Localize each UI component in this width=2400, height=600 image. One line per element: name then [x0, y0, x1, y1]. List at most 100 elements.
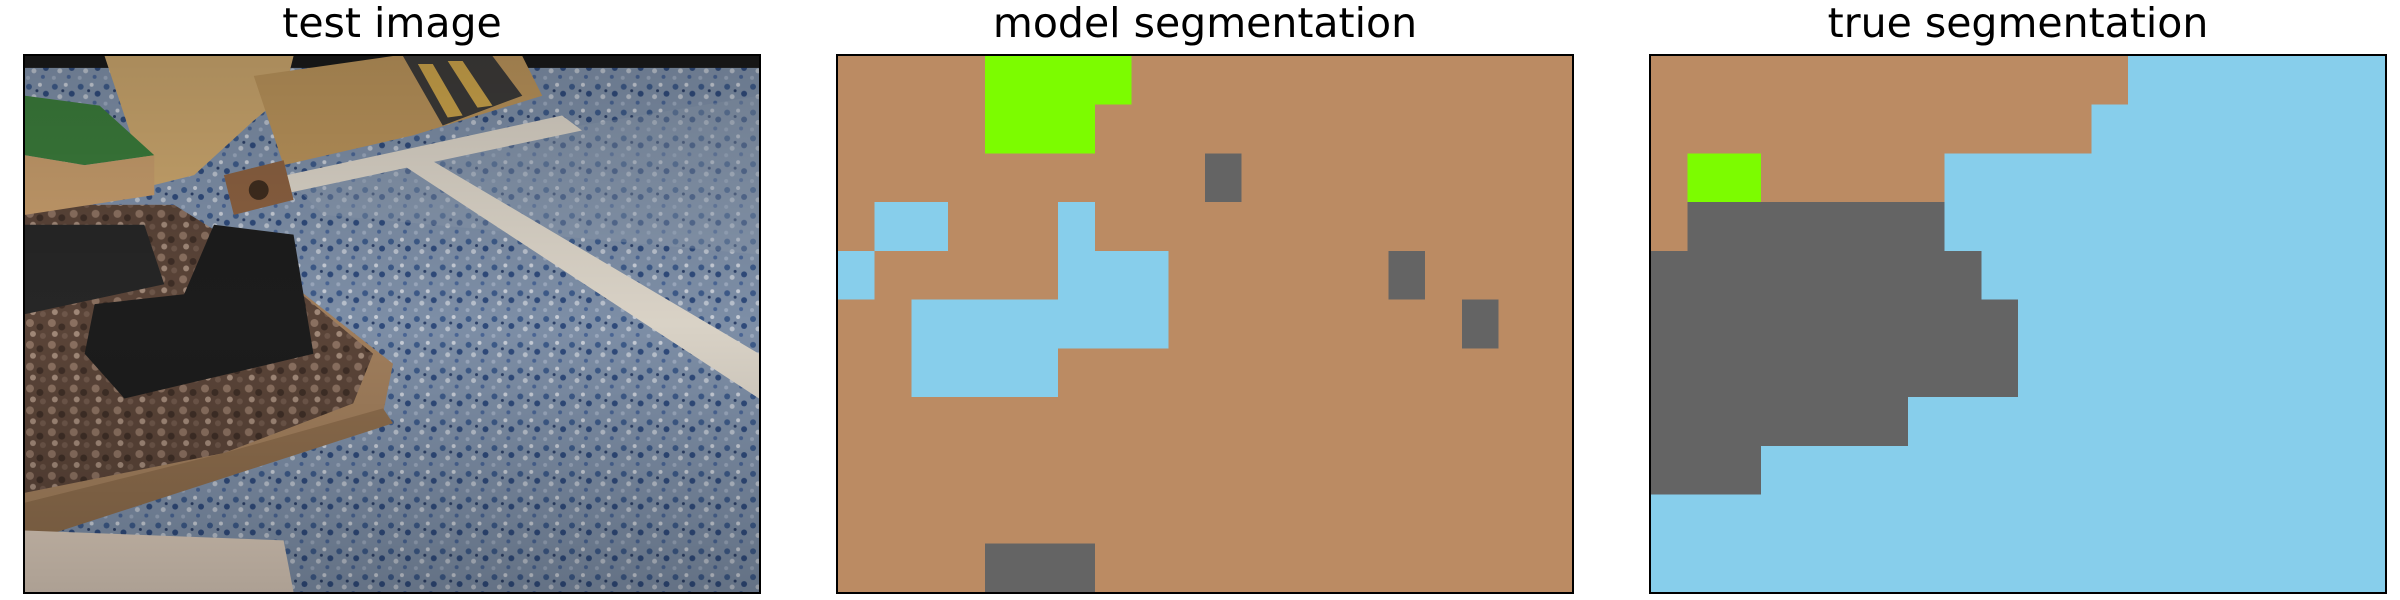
model-seg-cell — [1425, 104, 1463, 155]
model-seg-cell — [1351, 153, 1390, 204]
true-seg-cell — [2348, 348, 2385, 399]
model-seg-cell — [1425, 543, 1463, 592]
true-seg-cell — [2164, 494, 2203, 545]
model-seg-cell — [911, 494, 949, 545]
true-seg-cell — [2128, 543, 2166, 592]
model-seg-cell — [838, 397, 876, 447]
true-seg-cell — [2091, 445, 2129, 496]
true-seg-cell — [2274, 543, 2313, 592]
model-seg-cell — [1278, 250, 1316, 301]
model-seg-cell — [911, 202, 949, 252]
true-seg-cell — [1761, 56, 1799, 106]
true-seg-cell — [1761, 153, 1799, 204]
true-seg-cell — [1724, 397, 1762, 447]
model-seg-cell — [1094, 397, 1133, 447]
model-seg-cell — [1241, 348, 1280, 399]
model-seg-cell — [948, 543, 986, 592]
true-seg-cell — [2054, 202, 2093, 252]
model-seg-cell — [1278, 445, 1316, 496]
true-seg-cell — [2018, 494, 2056, 545]
true-seg-cell — [2164, 543, 2203, 592]
true-seg-cell — [1981, 153, 2019, 204]
true-seg-cell — [2128, 104, 2166, 155]
model-seg-cell — [1461, 299, 1500, 350]
true-seg-cell — [1871, 56, 1909, 106]
true-seg-cell — [1761, 543, 1799, 592]
model-seg-cell — [1205, 202, 1243, 252]
true-seg-cell — [1907, 104, 1946, 155]
true-seg-cell — [2018, 543, 2056, 592]
model-seg-cell — [948, 250, 986, 301]
true-seg-cell — [1797, 104, 1836, 155]
true-seg-cell — [1687, 56, 1726, 106]
true-seg-cell — [2274, 202, 2313, 252]
true-seg-cell — [1797, 153, 1836, 204]
model-seg-cell — [1498, 494, 1537, 545]
true-seg-cell — [1981, 202, 2019, 252]
true-seg-cell — [2238, 299, 2276, 350]
true-seg-cell — [2054, 397, 2093, 447]
model-seg-cell — [1131, 202, 1170, 252]
model-seg-cell — [838, 543, 876, 592]
model-seg-cell — [1425, 56, 1463, 106]
true-seg-cell — [1871, 543, 1909, 592]
true-seg-cell — [1981, 299, 2019, 350]
true-seg-cell — [1797, 445, 1836, 496]
true-seg-cell — [1834, 104, 1872, 155]
model-seg-cell — [838, 153, 876, 204]
true-seg-cell — [1724, 104, 1762, 155]
true-seg-cell — [1687, 348, 1726, 399]
model-seg-cell — [1168, 397, 1206, 447]
model-seg-cell — [874, 153, 913, 204]
true-seg-cell — [2348, 104, 2385, 155]
model-seg-cell — [984, 397, 1023, 447]
model-seg-cell — [1388, 494, 1426, 545]
true-seg-cell — [1834, 397, 1872, 447]
true-seg-cell — [2201, 348, 2239, 399]
model-seg-cell — [1425, 250, 1463, 301]
true-seg-cell — [2018, 153, 2056, 204]
true-seg-cell — [2164, 299, 2203, 350]
true-seg-cell — [1981, 56, 2019, 106]
true-seg-cell — [2311, 250, 2350, 301]
model-seg-cell — [1094, 299, 1133, 350]
model-seg-cell — [948, 153, 986, 204]
model-seg-cell — [911, 445, 949, 496]
true-seg-cell — [2018, 250, 2056, 301]
model-seg-cell — [1388, 202, 1426, 252]
true-seg-cell — [2091, 543, 2129, 592]
model-seg-cell — [1351, 543, 1390, 592]
model-seg-cell — [1021, 104, 1059, 155]
true-seg-cell — [1651, 202, 1689, 252]
true-seg-cell — [1724, 299, 1762, 350]
model-seg-cell — [1241, 397, 1280, 447]
model-segmentation-map — [836, 54, 1574, 594]
true-seg-cell — [1907, 299, 1946, 350]
true-seg-cell — [2201, 56, 2239, 106]
model-seg-cell — [1021, 299, 1059, 350]
model-seg-cell — [838, 348, 876, 399]
true-seg-cell — [2091, 56, 2129, 106]
true-seg-cell — [1871, 202, 1909, 252]
model-seg-cell — [1351, 299, 1390, 350]
true-seg-cell — [1724, 445, 1762, 496]
model-seg-cell — [1205, 445, 1243, 496]
model-seg-cell — [1094, 202, 1133, 252]
model-seg-cell — [1425, 153, 1463, 204]
true-seg-cell — [1797, 202, 1836, 252]
model-seg-cell — [984, 445, 1023, 496]
true-seg-cell — [1944, 202, 1983, 252]
true-seg-cell — [2311, 202, 2350, 252]
model-seg-cell — [1278, 104, 1316, 155]
model-seg-cell — [838, 445, 876, 496]
true-seg-cell — [2128, 494, 2166, 545]
model-seg-cell — [1058, 543, 1096, 592]
true-seg-cell — [1724, 494, 1762, 545]
model-seg-cell — [1535, 104, 1572, 155]
true-seg-cell — [1761, 299, 1799, 350]
true-seg-cell — [1761, 445, 1799, 496]
true-seg-cell — [2238, 397, 2276, 447]
model-seg-cell — [1461, 250, 1500, 301]
panel-title-test-image: test image — [282, 0, 502, 47]
model-seg-cell — [838, 250, 876, 301]
